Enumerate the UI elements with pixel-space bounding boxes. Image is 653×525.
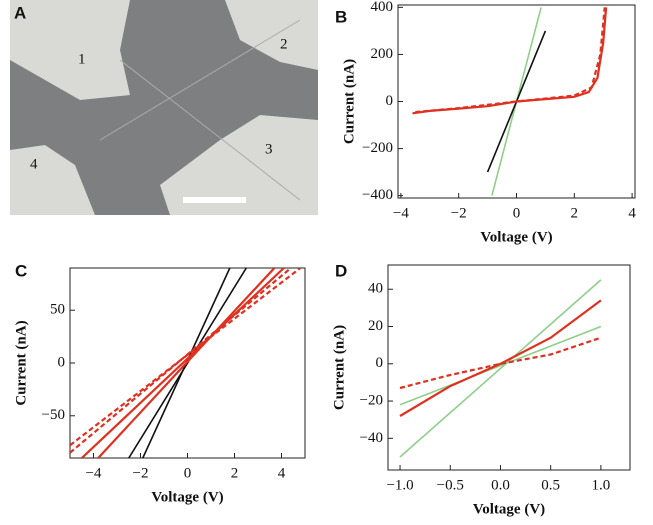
x-axis-label: Voltage (V)	[473, 501, 545, 517]
region-label: 2	[280, 36, 288, 52]
y-tick-label: 200	[371, 46, 394, 62]
region-label: 3	[265, 141, 273, 157]
y-tick-label: −400	[362, 187, 393, 203]
x-tick-label: 2	[571, 205, 579, 221]
y-tick-label: 400	[371, 0, 394, 15]
data-line	[399, 336, 602, 390]
y-tick-label: 20	[368, 318, 383, 334]
y-tick-label: 50	[50, 302, 65, 318]
y-tick-label: 0	[386, 93, 394, 109]
data-line	[97, 268, 276, 458]
x-axis-label: Voltage (V)	[151, 489, 223, 505]
x-tick-label: 4	[278, 465, 286, 481]
x-tick-label: 1.0	[592, 477, 611, 493]
x-tick-label: 0	[184, 465, 192, 481]
panel-label: A	[14, 3, 26, 22]
panel-label: D	[335, 261, 347, 280]
x-tick-label: 0	[513, 205, 521, 221]
x-axis-label: Voltage (V)	[480, 229, 552, 245]
y-axis-label: Current (nA)	[331, 325, 347, 410]
x-tick-label: 4	[628, 205, 636, 221]
y-tick-label: −200	[362, 140, 393, 156]
data-line	[399, 299, 602, 417]
y-tick-label: 40	[368, 281, 383, 297]
x-tick-label: −1.0	[386, 477, 413, 493]
y-tick-label: 0	[58, 354, 66, 370]
y-axis-label: Current (nA)	[341, 59, 357, 144]
x-tick-label: −4	[393, 205, 409, 221]
data-line	[412, 7, 608, 115]
data-line	[399, 279, 602, 458]
data-line	[70, 268, 301, 447]
panel-label: C	[15, 261, 27, 280]
x-tick-label: −2	[133, 465, 149, 481]
x-tick-label: 0.0	[491, 477, 510, 493]
x-tick-label: −0.5	[437, 477, 464, 493]
x-tick-label: 2	[231, 465, 239, 481]
y-tick-label: −40	[360, 430, 383, 446]
sem-image	[10, 0, 318, 215]
x-tick-label: 0.5	[541, 477, 560, 493]
x-tick-label: −4	[86, 465, 102, 481]
y-axis-label: Current (nA)	[13, 320, 29, 405]
y-tick-label: −50	[42, 407, 65, 423]
y-tick-label: 0	[376, 355, 384, 371]
region-label: 1	[78, 51, 86, 67]
data-line	[415, 7, 606, 114]
data-line	[399, 325, 602, 406]
panel-label: B	[335, 7, 347, 26]
plot-frame	[387, 264, 631, 471]
y-tick-label: −20	[360, 392, 383, 408]
x-tick-label: −2	[451, 205, 467, 221]
data-line	[81, 268, 285, 458]
region-label: 4	[30, 156, 38, 172]
